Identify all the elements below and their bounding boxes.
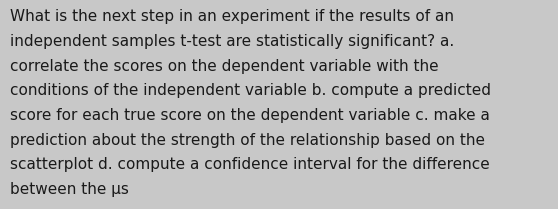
Text: conditions of the independent variable b. compute a predicted: conditions of the independent variable b…: [10, 83, 491, 98]
Text: scatterplot d. compute a confidence interval for the difference: scatterplot d. compute a confidence inte…: [10, 157, 490, 172]
Text: score for each true score on the dependent variable c. make a: score for each true score on the depende…: [10, 108, 490, 123]
Text: between the μs: between the μs: [10, 182, 129, 197]
Text: independent samples t-test are statistically significant? a.: independent samples t-test are statistic…: [10, 34, 454, 49]
Text: What is the next step in an experiment if the results of an: What is the next step in an experiment i…: [10, 9, 454, 24]
Text: prediction about the strength of the relationship based on the: prediction about the strength of the rel…: [10, 133, 485, 148]
Text: correlate the scores on the dependent variable with the: correlate the scores on the dependent va…: [10, 59, 439, 74]
